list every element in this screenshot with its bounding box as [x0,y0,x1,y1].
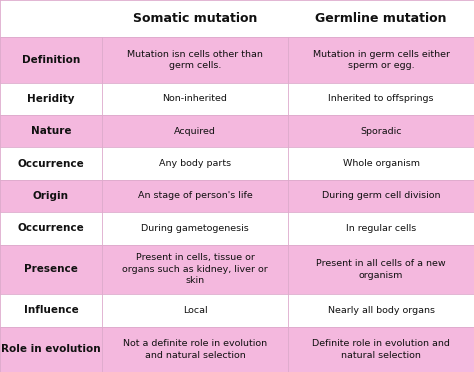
Bar [288,83,474,115]
Bar [102,244,288,294]
Text: Mutation isn cells other than
germ cells.: Mutation isn cells other than germ cells… [127,49,263,70]
Bar [102,83,288,115]
Bar [102,294,288,327]
Bar [102,115,288,147]
Text: Sporadic: Sporadic [360,126,402,136]
Text: Definite role in evolution and
natural selection: Definite role in evolution and natural s… [312,339,450,360]
Text: Local: Local [183,306,207,315]
Bar [102,327,288,372]
Bar [0,180,102,212]
Bar [0,37,102,83]
Text: Occurrence: Occurrence [18,158,84,169]
Text: Any body parts: Any body parts [159,159,231,168]
Bar [288,147,474,180]
Text: In regular cells: In regular cells [346,224,416,233]
Text: Whole organism: Whole organism [343,159,419,168]
Text: Present in cells, tissue or
organs such as kidney, liver or
skin: Present in cells, tissue or organs such … [122,253,268,285]
Bar [0,294,102,327]
Text: Non-inherited: Non-inherited [163,94,228,103]
Bar [288,37,474,83]
Text: Occurrence: Occurrence [18,223,84,233]
Bar [0,212,102,244]
Text: Not a definite role in evolution
and natural selection: Not a definite role in evolution and nat… [123,339,267,360]
Text: Inherited to offsprings: Inherited to offsprings [328,94,434,103]
Text: During germ cell division: During germ cell division [322,192,440,201]
Bar [102,37,288,83]
Bar [0,115,102,147]
Bar [0,0,474,37]
Text: Mutation in germ cells either
sperm or egg.: Mutation in germ cells either sperm or e… [312,49,450,70]
Text: Presence: Presence [24,264,78,275]
Bar [0,147,102,180]
Text: During gametogenesis: During gametogenesis [141,224,249,233]
Bar [102,180,288,212]
Bar [288,244,474,294]
Text: Role in evolution: Role in evolution [1,344,101,354]
Bar [288,294,474,327]
Text: Germline mutation: Germline mutation [315,12,447,25]
Text: Influence: Influence [24,305,78,315]
Text: Definition: Definition [22,55,80,65]
Text: Acquired: Acquired [174,126,216,136]
Bar [0,244,102,294]
Text: Nearly all body organs: Nearly all body organs [328,306,435,315]
Bar [288,212,474,244]
Text: Nature: Nature [31,126,71,136]
Bar [102,147,288,180]
Text: An stage of person's life: An stage of person's life [137,192,253,201]
Bar [288,327,474,372]
Bar [102,212,288,244]
Bar [288,180,474,212]
Text: Origin: Origin [33,191,69,201]
Bar [288,115,474,147]
Text: Present in all cells of a new
organism: Present in all cells of a new organism [316,259,446,280]
Text: Heridity: Heridity [27,94,75,104]
Bar [0,327,102,372]
Bar [0,83,102,115]
Text: Somatic mutation: Somatic mutation [133,12,257,25]
